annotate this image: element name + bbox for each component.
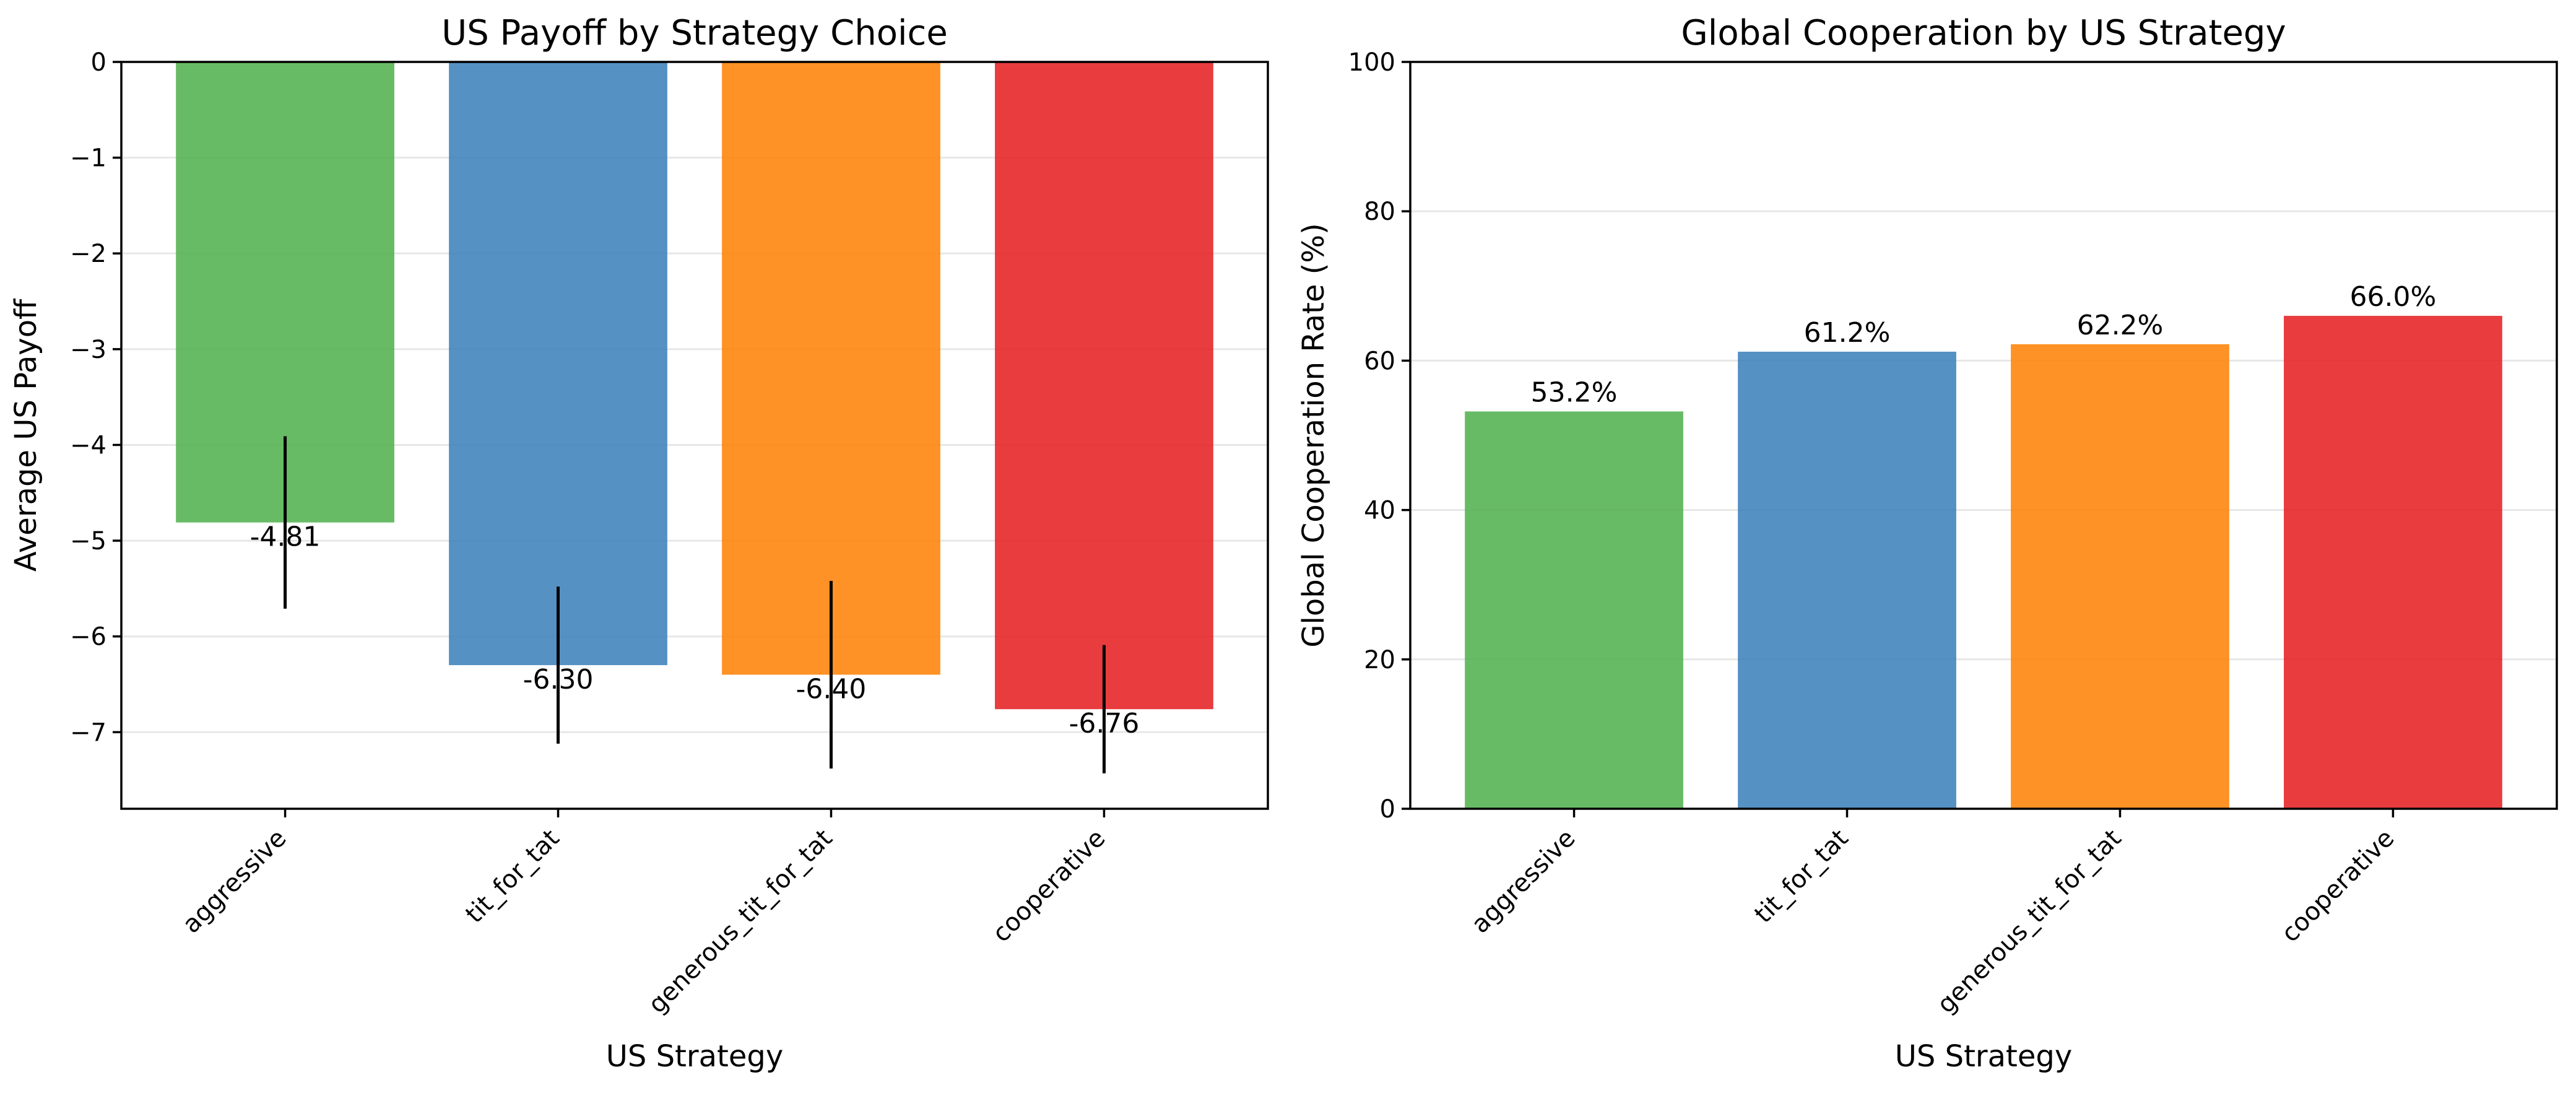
data-label: -4.81 — [250, 521, 321, 553]
y-tick-label: −7 — [70, 718, 106, 747]
chart-panel-2: 53.2% 61.2% 62.2% 66.0% 0 20 40 60 80 100 aggressi… — [1296, 13, 2558, 1074]
y-tick-label: 20 — [1364, 646, 1395, 674]
y-tick-label: 0 — [1380, 795, 1395, 824]
y-tick-label: 0 — [91, 48, 106, 77]
bar-cooperative — [2284, 316, 2502, 809]
x-axis-label: US Strategy — [606, 1039, 784, 1074]
bar-aggressive — [1465, 411, 1683, 809]
chart-title: US Payoff by Strategy Choice — [441, 13, 948, 53]
bar-tit_for_tat — [449, 62, 667, 666]
y-axis-label: Global Cooperation Rate (%) — [1296, 223, 1331, 647]
y-tick-label: −2 — [70, 240, 106, 268]
y-axis-label: Average US Payoff — [9, 298, 43, 572]
data-label: -6.30 — [523, 664, 594, 695]
bar-tit_for_tat — [1738, 351, 1956, 809]
y-tick-label: 60 — [1364, 347, 1395, 375]
plot-frame — [1409, 61, 2558, 810]
bar-cooperative — [995, 62, 1213, 710]
chart-title: Global Cooperation by US Strategy — [1681, 13, 2286, 53]
data-label: 53.2% — [1531, 377, 1618, 408]
bar-generous_tit_for_tat — [2011, 344, 2229, 809]
y-tick-label: 40 — [1364, 497, 1395, 525]
data-label: 66.0% — [2350, 281, 2437, 313]
y-tick-label: 80 — [1364, 198, 1395, 226]
data-label: -6.40 — [796, 674, 867, 705]
data-label: 62.2% — [2077, 310, 2164, 341]
y-tick-label: −3 — [70, 336, 106, 364]
y-tick-label: −1 — [70, 144, 106, 173]
x-tick-label: generous_tit_for_tat — [643, 824, 838, 1019]
x-tick-label: aggressive — [1466, 824, 1581, 939]
x-tick-label: aggressive — [177, 824, 292, 939]
x-tick-label: tit_for_tat — [460, 824, 565, 929]
bar-generous_tit_for_tat — [722, 62, 940, 675]
data-label: 61.2% — [1804, 317, 1891, 349]
data-label: -6.76 — [1069, 708, 1139, 739]
x-tick-label: generous_tit_for_tat — [1932, 824, 2127, 1019]
x-tick-label: cooperative — [2276, 824, 2400, 948]
plot-frame — [120, 61, 1269, 810]
x-tick-label: tit_for_tat — [1749, 824, 1854, 929]
x-tick-label: cooperative — [987, 824, 1111, 948]
y-tick-label: −5 — [70, 527, 106, 555]
y-tick-label: −4 — [70, 431, 106, 459]
y-tick-label: 100 — [1348, 48, 1395, 77]
chart-panel-1: -4.81 -6.30 -6.40 -6.76 0 −1 −2 −3 −4 −5 −6 −7 aggre… — [9, 13, 1269, 1074]
x-axis-label: US Strategy — [1895, 1039, 2073, 1074]
y-tick-label: −6 — [70, 623, 106, 651]
